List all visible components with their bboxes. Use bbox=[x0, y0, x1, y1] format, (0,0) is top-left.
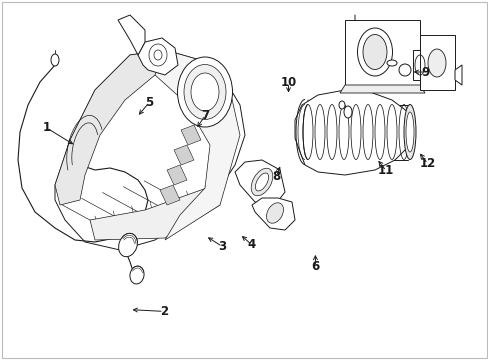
Text: 10: 10 bbox=[280, 76, 296, 89]
Ellipse shape bbox=[405, 112, 413, 152]
Ellipse shape bbox=[386, 60, 396, 66]
Polygon shape bbox=[187, 105, 207, 125]
Ellipse shape bbox=[362, 35, 386, 69]
Text: 1: 1 bbox=[42, 121, 50, 134]
Text: 5: 5 bbox=[145, 96, 153, 109]
Ellipse shape bbox=[255, 173, 268, 191]
Polygon shape bbox=[55, 50, 175, 205]
Polygon shape bbox=[118, 15, 145, 55]
Polygon shape bbox=[419, 35, 454, 90]
Ellipse shape bbox=[191, 73, 219, 111]
Ellipse shape bbox=[427, 49, 445, 77]
Polygon shape bbox=[90, 185, 220, 240]
Text: 12: 12 bbox=[419, 157, 435, 170]
Ellipse shape bbox=[130, 266, 144, 284]
Text: 8: 8 bbox=[272, 170, 280, 183]
Polygon shape bbox=[294, 90, 414, 175]
Text: 3: 3 bbox=[218, 240, 226, 253]
Polygon shape bbox=[174, 145, 194, 165]
Polygon shape bbox=[138, 38, 178, 75]
Polygon shape bbox=[345, 20, 419, 85]
Polygon shape bbox=[235, 160, 285, 205]
Text: 11: 11 bbox=[377, 165, 394, 177]
Text: 4: 4 bbox=[247, 238, 255, 251]
Polygon shape bbox=[155, 50, 240, 240]
Text: 2: 2 bbox=[160, 305, 167, 318]
Ellipse shape bbox=[119, 233, 137, 257]
Circle shape bbox=[398, 64, 410, 76]
Ellipse shape bbox=[251, 168, 272, 196]
Ellipse shape bbox=[183, 64, 225, 120]
Polygon shape bbox=[251, 198, 294, 230]
Ellipse shape bbox=[357, 28, 392, 76]
Ellipse shape bbox=[343, 106, 351, 118]
Text: 6: 6 bbox=[311, 260, 319, 273]
Ellipse shape bbox=[51, 54, 59, 66]
Polygon shape bbox=[454, 65, 461, 85]
Polygon shape bbox=[55, 50, 244, 250]
Polygon shape bbox=[339, 85, 424, 93]
Polygon shape bbox=[181, 125, 201, 145]
Ellipse shape bbox=[177, 57, 232, 127]
Text: 9: 9 bbox=[421, 66, 428, 78]
Polygon shape bbox=[160, 185, 180, 205]
Polygon shape bbox=[195, 85, 215, 105]
Ellipse shape bbox=[266, 203, 283, 223]
Ellipse shape bbox=[338, 101, 345, 109]
Polygon shape bbox=[412, 50, 426, 80]
Ellipse shape bbox=[403, 104, 415, 159]
Text: 7: 7 bbox=[201, 109, 209, 122]
Polygon shape bbox=[167, 165, 186, 185]
